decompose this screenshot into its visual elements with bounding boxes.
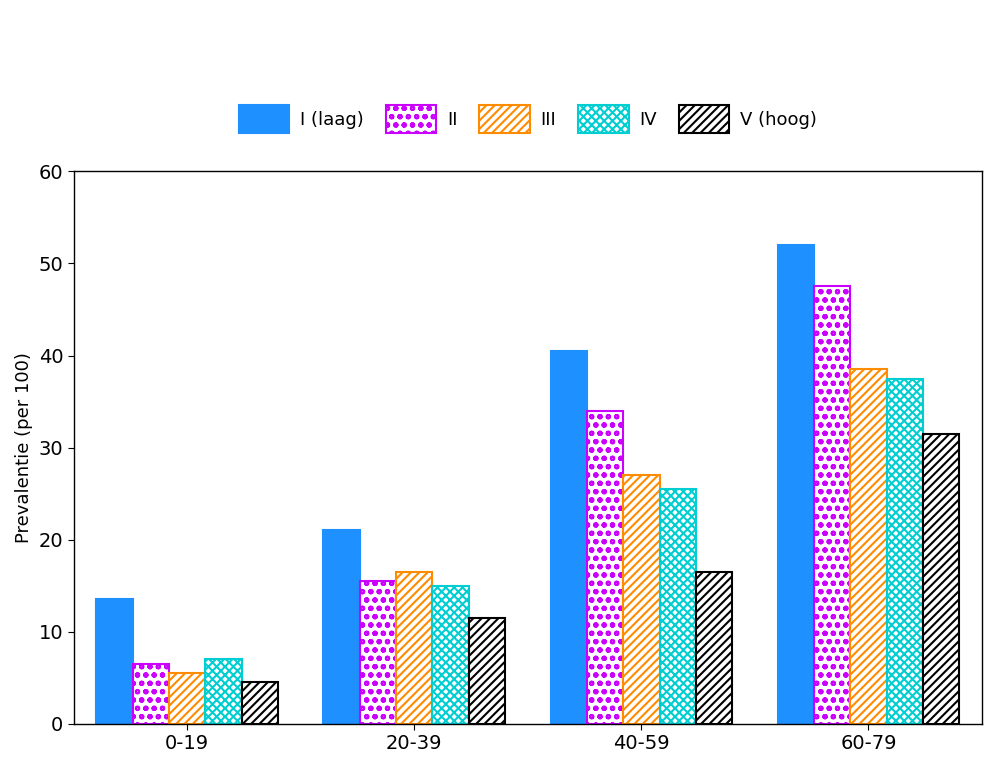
Bar (923, 434, 959, 723)
Bar (169, 673, 205, 723)
Bar (623, 475, 660, 723)
Bar (469, 617, 505, 723)
Bar (850, 369, 886, 723)
Bar (205, 659, 241, 723)
Bar (814, 286, 850, 723)
Bar (97, 599, 133, 723)
Bar (133, 664, 169, 723)
Bar (396, 571, 433, 723)
Legend: I (laag), II, III, IV, V (hoog): I (laag), II, III, IV, V (hoog) (231, 98, 825, 140)
Bar (433, 585, 469, 723)
Y-axis label: Prevalentie (per 100): Prevalentie (per 100) (15, 352, 33, 543)
Bar (778, 245, 814, 723)
Bar (550, 351, 587, 723)
Bar (886, 379, 923, 723)
Bar (660, 489, 696, 723)
Bar (696, 571, 732, 723)
Bar (323, 531, 360, 723)
Bar (360, 581, 396, 723)
Bar (241, 682, 278, 723)
Bar (587, 411, 623, 723)
